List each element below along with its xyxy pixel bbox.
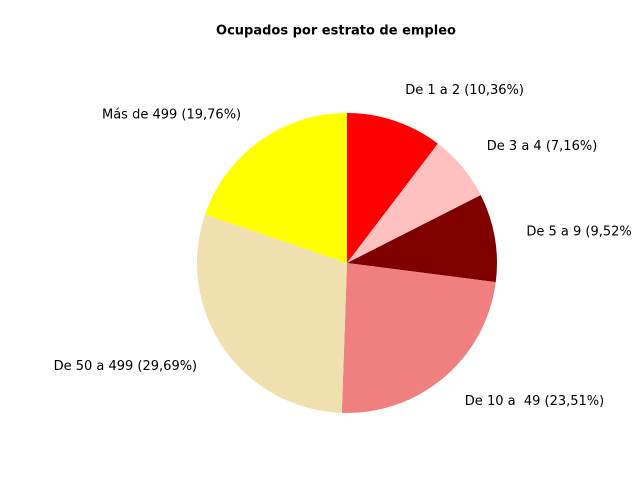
chart-title: Ocupados por estrato de empleo bbox=[216, 24, 456, 39]
pie-slice bbox=[347, 113, 438, 263]
pie-slice bbox=[347, 143, 481, 263]
slice-label: Más de 499 (19,76%) bbox=[102, 107, 241, 122]
pie-slice bbox=[341, 263, 496, 413]
slice-label: De 5 a 9 (9,52% bbox=[526, 225, 631, 240]
pie-slice bbox=[347, 195, 498, 283]
slice-label: De 10 a 49 (23,51%) bbox=[465, 394, 604, 409]
slice-label: De 3 a 4 (7,16%) bbox=[487, 139, 597, 154]
slice-label: De 1 a 2 (10,36%) bbox=[405, 83, 524, 98]
slice-label: De 50 a 499 (29,69%) bbox=[54, 359, 198, 374]
pie-slice bbox=[205, 113, 347, 263]
pie-slice bbox=[197, 214, 347, 413]
